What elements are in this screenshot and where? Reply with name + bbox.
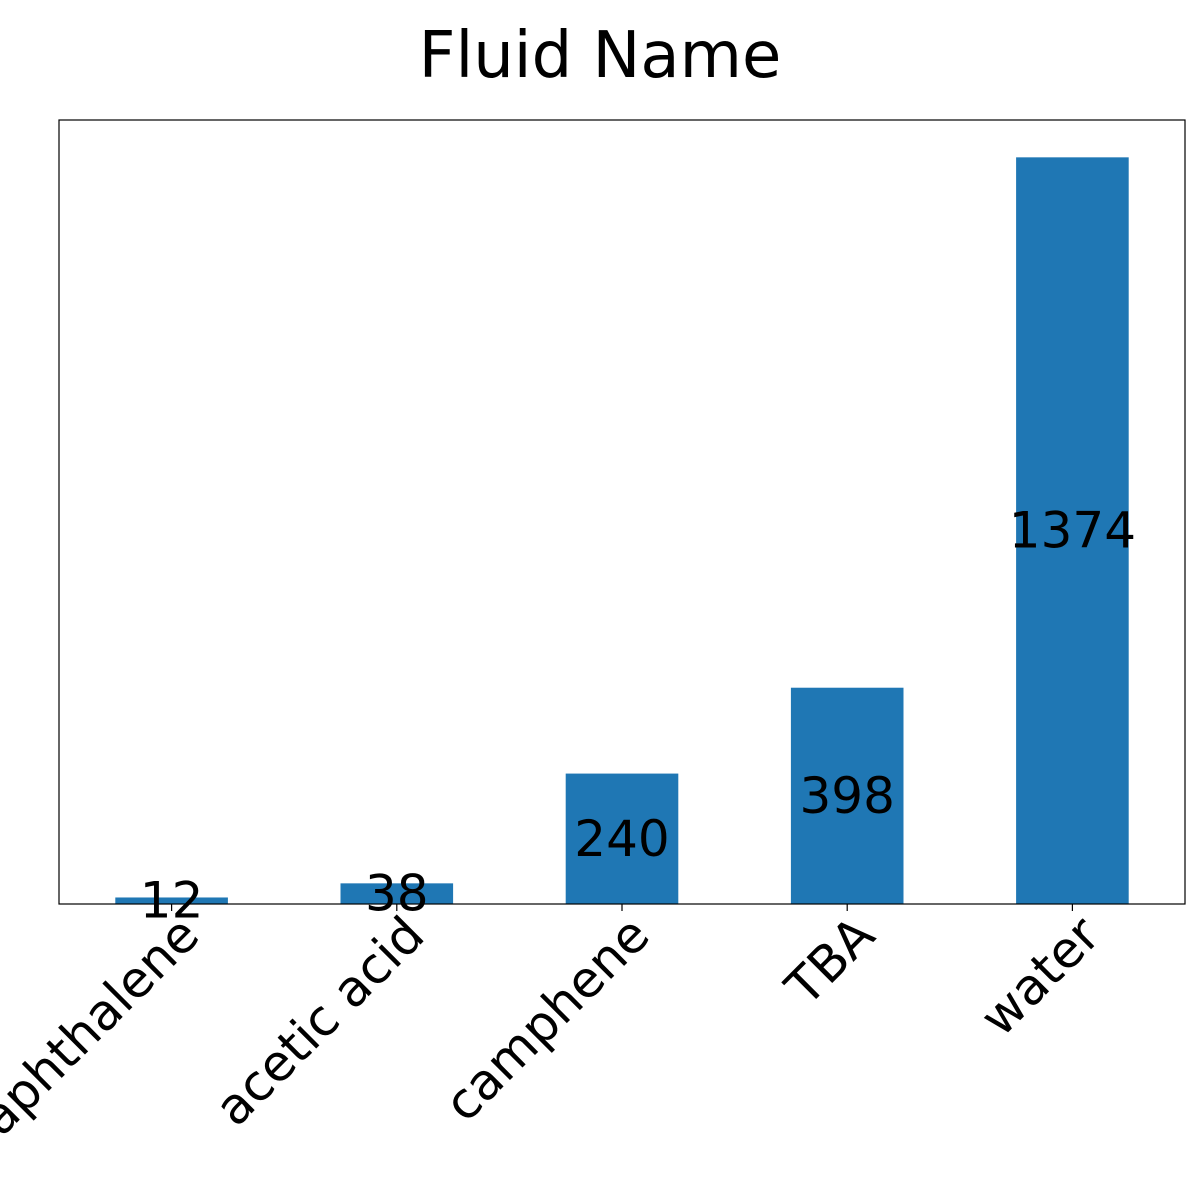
value-label-camphene: 240 xyxy=(574,810,669,868)
value-label-water: 1374 xyxy=(1009,502,1136,560)
value-label-naphthalene: 12 xyxy=(140,872,204,930)
plot-frame xyxy=(58,119,1186,905)
chart-title: Fluid Name xyxy=(419,19,782,93)
bars-layer xyxy=(115,157,1129,905)
value-labels-layer: 12 38 240 398 1374 xyxy=(140,502,1136,930)
bar-naphthalene xyxy=(115,897,228,904)
bar-water xyxy=(1016,157,1129,905)
value-label-acetic-acid: 38 xyxy=(365,865,429,923)
value-label-tba: 398 xyxy=(799,767,894,825)
bar-tba xyxy=(790,687,904,904)
bar-acetic-acid xyxy=(340,883,454,904)
bar-camphene xyxy=(565,773,679,904)
